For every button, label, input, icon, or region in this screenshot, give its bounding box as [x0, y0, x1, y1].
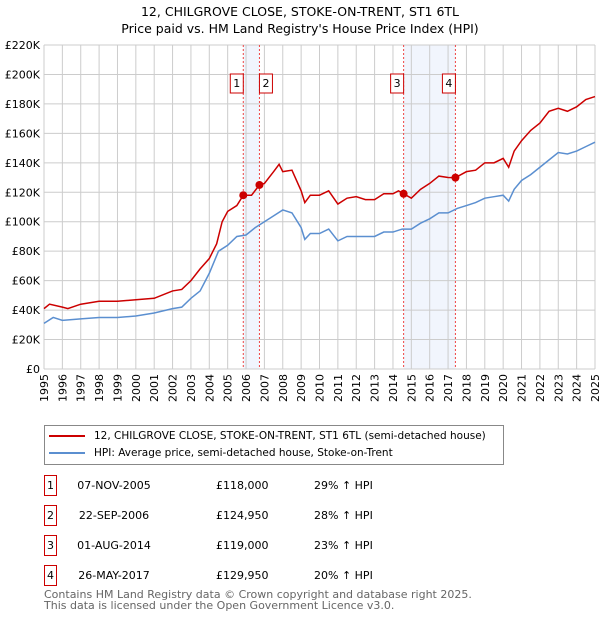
legend-label: 12, CHILGROVE CLOSE, STOKE-ON-TRENT, ST1… — [94, 430, 486, 442]
sale-row: 1 07-NOV-2005 £118,000 29% ↑ HPI — [44, 475, 444, 496]
sale-point — [239, 191, 248, 200]
y-tick-label: £120K — [5, 186, 41, 199]
x-tick-label: 2019 — [479, 374, 492, 402]
sale-row: 4 26-MAY-2017 £129,950 20% ↑ HPI — [44, 565, 444, 586]
x-tick-label: 2009 — [295, 374, 308, 402]
sale-price: £129,950 — [216, 569, 269, 582]
y-tick-label: £140K — [5, 157, 41, 170]
y-tick-label: £60K — [12, 275, 41, 288]
sale-label: 1 — [233, 77, 240, 90]
sale-hpi-diff: 29% ↑ HPI — [314, 479, 373, 492]
legend: 12, CHILGROVE CLOSE, STOKE-ON-TRENT, ST1… — [44, 425, 504, 465]
sale-point — [451, 173, 460, 182]
series-line — [43, 141, 596, 324]
x-tick-label: 2006 — [240, 374, 253, 402]
sale-number-badge: 2 — [44, 505, 57, 526]
x-tick-label: 2001 — [148, 374, 161, 402]
sale-label: 3 — [394, 77, 401, 90]
sale-price: £118,000 — [216, 479, 269, 492]
sale-number-badge: 3 — [44, 535, 57, 556]
y-tick-label: £200K — [5, 68, 41, 81]
x-tick-label: 2011 — [332, 374, 345, 402]
sale-point — [399, 189, 408, 198]
x-tick-label: 2012 — [350, 374, 363, 402]
sale-date: 26-MAY-2017 — [78, 569, 150, 582]
x-tick-label: 2015 — [405, 374, 418, 402]
x-tick-label: 2004 — [203, 374, 216, 402]
sale-date: 01-AUG-2014 — [77, 539, 151, 552]
x-tick-label: 2008 — [277, 374, 290, 402]
legend-item-hpi: HPI: Average price, semi-detached house,… — [49, 447, 393, 459]
x-tick-label: 2016 — [424, 374, 437, 402]
sale-date: 22-SEP-2006 — [78, 509, 150, 522]
x-tick-label: 2021 — [516, 374, 529, 402]
legend-label: HPI: Average price, semi-detached house,… — [94, 447, 393, 459]
blue-line-swatch — [49, 452, 85, 454]
y-tick-label: £160K — [5, 127, 41, 140]
y-tick-label: £0 — [26, 363, 40, 376]
x-tick-label: 2013 — [369, 374, 382, 402]
x-tick-label: 2003 — [185, 374, 198, 402]
price-chart: 1995 1996 1997 1998 1999 2000 2001 2002 2003 2004… — [5, 39, 600, 402]
x-tick-label: 2025 — [589, 374, 600, 402]
legend-item-property: 12, CHILGROVE CLOSE, STOKE-ON-TRENT, ST1… — [49, 430, 486, 442]
sale-label-box — [441, 73, 456, 94]
x-tick-label: 2022 — [534, 374, 547, 402]
sale-number-badge: 4 — [44, 565, 57, 586]
chart-title: 12, CHILGROVE CLOSE, STOKE-ON-TRENT, ST1… — [0, 3, 600, 37]
sale-price: £119,000 — [216, 539, 269, 552]
x-tick-label: 1998 — [93, 374, 106, 402]
x-tick-label: 1995 — [38, 374, 51, 402]
y-tick-label: £40K — [12, 304, 41, 317]
x-tick-label: 2020 — [497, 374, 510, 402]
sale-point — [255, 180, 264, 189]
y-tick-label: £80K — [12, 245, 41, 258]
x-tick-label: 2023 — [552, 374, 565, 402]
x-tick-label: 2018 — [460, 374, 473, 402]
sale-row: 3 01-AUG-2014 £119,000 23% ↑ HPI — [44, 535, 444, 556]
x-tick-label: 2002 — [167, 374, 180, 402]
sale-label: 4 — [445, 77, 452, 90]
y-tick-label: £180K — [5, 98, 41, 111]
x-tick-label: 2024 — [571, 374, 584, 402]
x-tick-label: 2007 — [258, 374, 271, 402]
sale-number-badge: 1 — [44, 475, 57, 496]
x-tick-label: 1996 — [56, 374, 69, 402]
sale-label-box — [258, 73, 273, 94]
sale-date: 07-NOV-2005 — [77, 479, 151, 492]
sale-price: £124,950 — [216, 509, 269, 522]
red-line-swatch — [49, 435, 85, 437]
x-tick-label: 2010 — [314, 374, 327, 402]
x-tick-label: 1999 — [111, 374, 124, 402]
sale-label: 2 — [262, 77, 269, 90]
series-line — [43, 95, 596, 310]
y-tick-label: £20K — [12, 334, 41, 347]
sale-hpi-diff: 23% ↑ HPI — [314, 539, 373, 552]
sale-hpi-diff: 28% ↑ HPI — [314, 509, 373, 522]
sale-hpi-diff: 20% ↑ HPI — [314, 569, 373, 582]
footer-line: Contains HM Land Registry data © Crown c… — [44, 588, 472, 601]
sale-row: 2 22-SEP-2006 £124,950 28% ↑ HPI — [44, 505, 444, 526]
shaded-range — [243, 45, 260, 369]
sale-label-box — [390, 73, 405, 94]
footer-line: This data is licensed under the Open Gov… — [44, 599, 395, 612]
x-tick-label: 2014 — [387, 374, 400, 402]
x-tick-label: 2017 — [442, 374, 455, 402]
y-tick-label: £100K — [5, 216, 41, 229]
y-tick-label: £220K — [5, 39, 41, 52]
sale-label-box — [229, 73, 244, 94]
x-tick-label: 2000 — [130, 374, 143, 402]
footer: Contains HM Land Registry data © Crown c… — [44, 589, 472, 611]
title-line: 12, CHILGROVE CLOSE, STOKE-ON-TRENT, ST1… — [140, 4, 460, 19]
subtitle-line: Price paid vs. HM Land Registry's House … — [121, 21, 479, 36]
x-tick-label: 1997 — [75, 374, 88, 402]
x-tick-label: 2005 — [222, 374, 235, 402]
